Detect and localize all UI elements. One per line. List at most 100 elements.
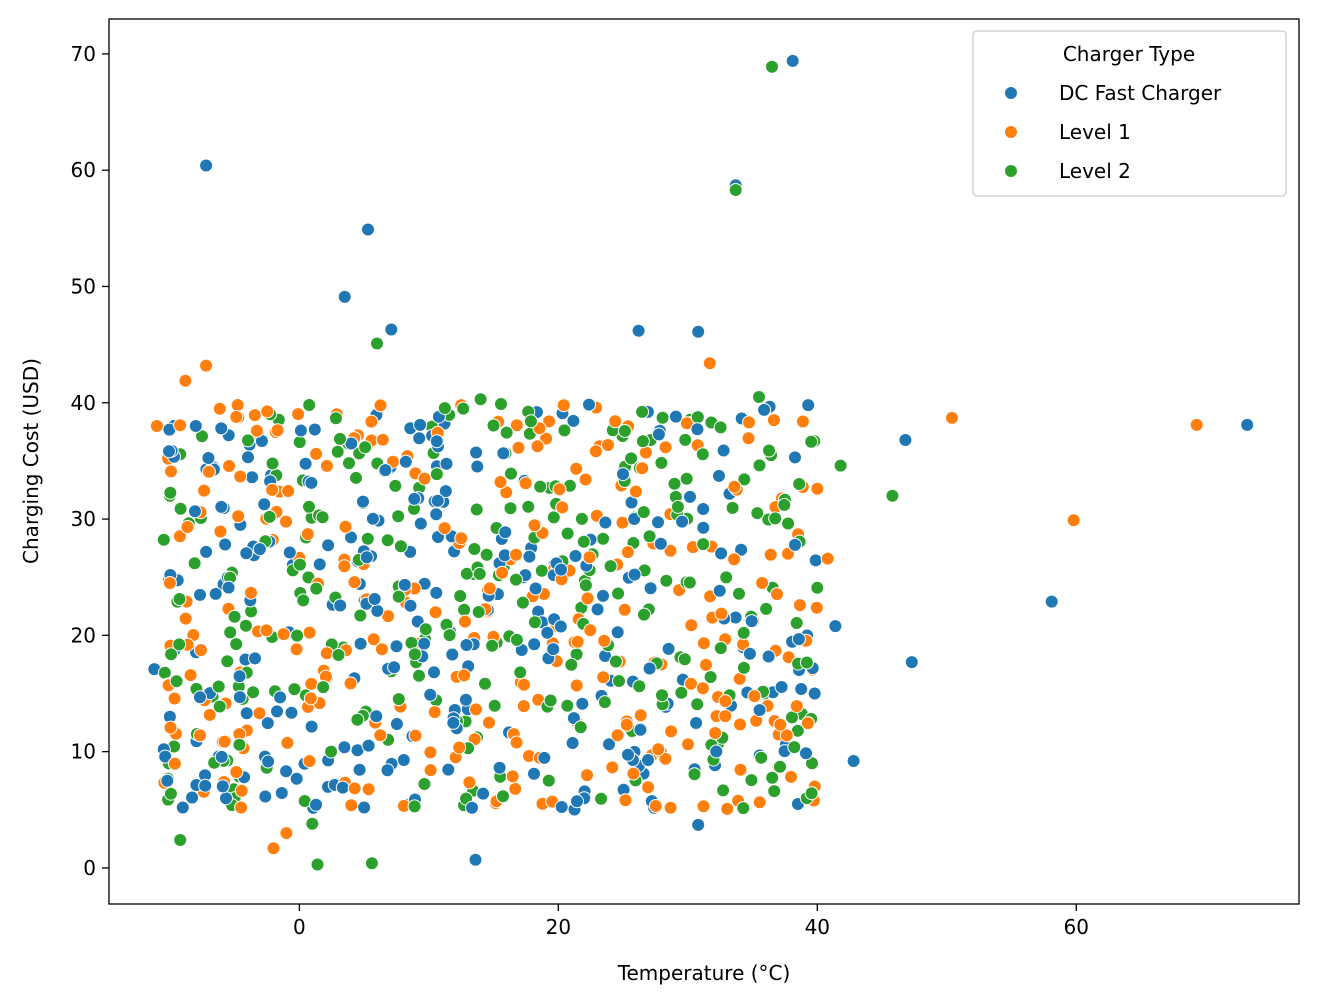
point-level-2 bbox=[833, 458, 848, 473]
point-dc-fast-charger bbox=[417, 636, 432, 651]
point-dc-fast-charger bbox=[274, 786, 289, 800]
point-level-2 bbox=[486, 418, 501, 433]
point-dc-fast-charger bbox=[321, 538, 336, 553]
point-dc-fast-charger bbox=[356, 494, 370, 509]
point-level-1 bbox=[605, 760, 620, 775]
point-level-1 bbox=[681, 737, 695, 752]
point-level-1 bbox=[229, 409, 244, 424]
point-dc-fast-charger bbox=[565, 736, 580, 750]
point-level-1 bbox=[597, 633, 612, 648]
point-level-1 bbox=[664, 724, 679, 739]
point-dc-fast-charger bbox=[498, 525, 513, 540]
point-dc-fast-charger bbox=[361, 738, 376, 753]
point-level-2 bbox=[637, 607, 651, 622]
point-dc-fast-charger bbox=[446, 715, 461, 730]
legend-label-level-1: Level 1 bbox=[1059, 120, 1131, 144]
point-level-1 bbox=[516, 699, 531, 714]
point-dc-fast-charger bbox=[616, 467, 630, 482]
point-level-2 bbox=[499, 425, 514, 440]
y-tick-label: 70 bbox=[71, 42, 96, 66]
point-dc-fast-charger bbox=[219, 791, 233, 806]
point-dc-fast-charger bbox=[397, 577, 412, 592]
point-dc-fast-charger bbox=[413, 516, 428, 531]
point-level-1 bbox=[234, 800, 249, 815]
point-level-2 bbox=[457, 602, 472, 617]
point-level-1 bbox=[244, 585, 258, 600]
point-level-2 bbox=[527, 615, 542, 630]
point-dc-fast-charger bbox=[239, 706, 254, 721]
point-dc-fast-charger bbox=[258, 789, 273, 804]
point-dc-fast-charger bbox=[828, 619, 843, 634]
point-level-1 bbox=[230, 398, 245, 412]
point-level-1 bbox=[337, 559, 352, 574]
point-level-1 bbox=[163, 720, 178, 735]
point-dc-fast-charger bbox=[273, 690, 288, 705]
point-dc-fast-charger bbox=[378, 463, 393, 478]
point-level-2 bbox=[635, 404, 650, 419]
point-level-2 bbox=[617, 424, 632, 438]
point-level-2 bbox=[370, 336, 384, 351]
point-level-2 bbox=[677, 652, 692, 667]
x-tick-label: 20 bbox=[546, 915, 571, 939]
point-dc-fast-charger bbox=[252, 542, 267, 557]
point-dc-fast-charger bbox=[337, 289, 352, 304]
point-level-1 bbox=[596, 670, 611, 685]
point-level-1 bbox=[588, 444, 603, 459]
point-dc-fast-charger bbox=[304, 719, 319, 734]
point-dc-fast-charger bbox=[380, 763, 395, 778]
point-dc-fast-charger bbox=[846, 754, 861, 768]
point-dc-fast-charger bbox=[413, 417, 428, 432]
point-dc-fast-charger bbox=[162, 444, 176, 459]
point-level-1 bbox=[755, 576, 770, 590]
point-level-2 bbox=[393, 539, 408, 554]
point-dc-fast-charger bbox=[193, 587, 207, 602]
point-dc-fast-charger bbox=[423, 687, 438, 702]
point-level-1 bbox=[508, 781, 523, 796]
point-level-2 bbox=[762, 443, 776, 458]
point-level-1 bbox=[618, 793, 633, 808]
point-level-1 bbox=[233, 469, 248, 484]
point-dc-fast-charger bbox=[631, 323, 646, 338]
point-level-2 bbox=[576, 534, 591, 549]
point-level-1 bbox=[304, 676, 319, 691]
point-dc-fast-charger bbox=[575, 696, 590, 711]
point-level-2 bbox=[594, 791, 609, 806]
point-level-1 bbox=[610, 728, 625, 743]
point-level-1 bbox=[509, 735, 524, 750]
point-level-2 bbox=[513, 665, 528, 680]
point-level-1 bbox=[344, 798, 359, 813]
point-level-2 bbox=[789, 616, 804, 630]
point-level-2 bbox=[667, 476, 682, 491]
point-level-2 bbox=[302, 499, 316, 514]
point-dc-fast-charger bbox=[714, 546, 729, 561]
point-level-1 bbox=[458, 614, 472, 629]
point-level-1 bbox=[580, 768, 594, 783]
point-level-2 bbox=[302, 398, 317, 412]
point-level-1 bbox=[172, 529, 187, 544]
point-dc-fast-charger bbox=[691, 817, 706, 832]
point-level-2 bbox=[509, 632, 524, 647]
legend-label-level-2: Level 2 bbox=[1059, 159, 1131, 183]
point-level-1 bbox=[279, 514, 293, 529]
point-level-1 bbox=[428, 605, 443, 620]
point-dc-fast-charger bbox=[627, 512, 642, 526]
point-dc-fast-charger bbox=[459, 638, 474, 652]
point-level-1 bbox=[373, 398, 388, 413]
point-level-2 bbox=[442, 628, 457, 643]
point-dc-fast-charger bbox=[621, 747, 635, 762]
point-level-2 bbox=[349, 470, 363, 485]
point-dc-fast-charger bbox=[441, 762, 456, 777]
point-level-2 bbox=[696, 537, 711, 552]
point-level-1 bbox=[427, 705, 442, 720]
y-tick-label: 40 bbox=[71, 391, 96, 415]
point-level-2 bbox=[603, 559, 618, 574]
point-dc-fast-charger bbox=[430, 493, 445, 508]
point-level-2 bbox=[687, 767, 702, 782]
point-level-1 bbox=[289, 642, 304, 657]
point-dc-fast-charger bbox=[337, 740, 352, 755]
point-level-2 bbox=[456, 401, 471, 416]
point-dc-fast-charger bbox=[427, 665, 441, 680]
point-level-2 bbox=[391, 692, 406, 707]
point-level-1 bbox=[741, 431, 756, 446]
point-level-1 bbox=[511, 440, 526, 455]
